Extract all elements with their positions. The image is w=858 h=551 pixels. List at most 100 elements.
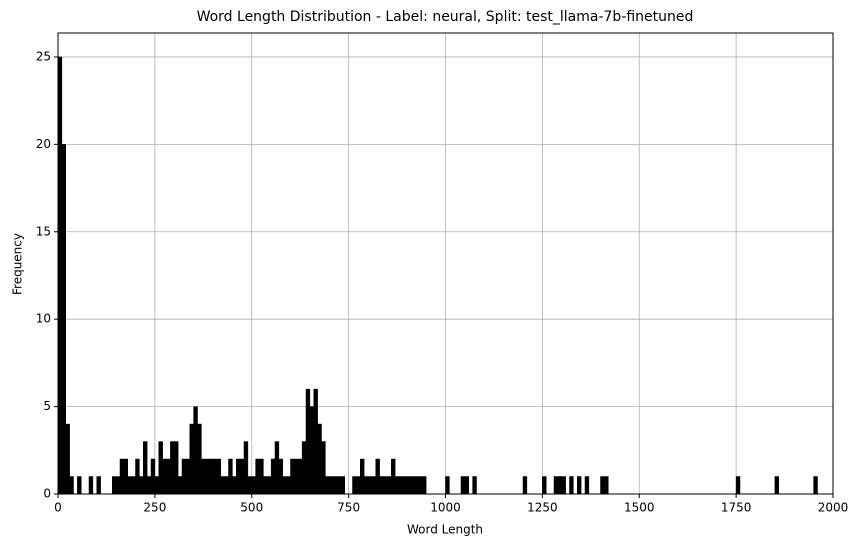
bar <box>69 476 74 495</box>
bar <box>561 476 566 495</box>
bar <box>298 458 303 495</box>
bar <box>170 441 175 495</box>
plot-frame <box>57 32 834 495</box>
bar <box>402 476 407 495</box>
bar <box>577 476 582 495</box>
x-tick-label: 1250 <box>527 501 558 515</box>
bar <box>313 388 318 495</box>
bar <box>321 441 326 495</box>
bar <box>325 476 330 495</box>
bar <box>604 476 609 495</box>
bar <box>522 476 528 495</box>
bar <box>553 476 559 495</box>
bar <box>115 476 121 495</box>
bar <box>267 476 272 495</box>
x-tick-label: 750 <box>337 501 360 515</box>
bar <box>274 441 280 495</box>
y-axis-label: Frequency <box>11 233 25 295</box>
bar <box>332 476 338 495</box>
bar <box>387 476 392 495</box>
bar <box>336 476 342 495</box>
bar <box>383 476 388 495</box>
bar <box>212 458 218 495</box>
bar <box>600 476 605 495</box>
bar <box>88 476 94 495</box>
x-tick-label: 0 <box>54 501 62 515</box>
x-axis-label: Word Length <box>407 523 483 537</box>
bar <box>774 476 779 495</box>
x-tick-label: 250 <box>143 501 166 515</box>
bar <box>139 476 144 495</box>
bar <box>220 476 225 495</box>
bar <box>329 476 334 495</box>
x-tick-label: 1000 <box>430 501 461 515</box>
chart-title: Word Length Distribution - Label: neural… <box>197 9 694 25</box>
bar <box>422 476 427 495</box>
bar <box>127 476 132 495</box>
bar <box>251 476 256 495</box>
bar <box>174 441 179 495</box>
y-tick-label: 15 <box>36 224 51 238</box>
bar <box>123 458 128 495</box>
bar <box>542 476 547 495</box>
bar <box>135 458 140 495</box>
bar <box>57 56 63 495</box>
bar <box>472 476 477 495</box>
bar <box>735 476 741 495</box>
bar <box>61 144 66 495</box>
bar <box>65 423 70 495</box>
bar <box>290 458 295 495</box>
bar <box>177 476 183 495</box>
bar <box>243 441 249 495</box>
bar <box>162 458 167 495</box>
y-tick-label: 0 <box>43 487 51 501</box>
bar <box>584 476 590 495</box>
bar <box>352 476 357 495</box>
bar <box>278 458 283 495</box>
bar <box>410 476 415 495</box>
bar <box>317 423 322 495</box>
bar <box>259 458 264 495</box>
bar <box>367 476 373 495</box>
bar <box>414 476 419 495</box>
bar <box>557 476 562 495</box>
x-tick-label: 2000 <box>818 501 849 515</box>
bar <box>406 476 411 495</box>
bar <box>305 388 311 495</box>
bar <box>813 476 818 495</box>
bar <box>255 458 260 495</box>
y-tick-label: 10 <box>36 312 51 326</box>
bar <box>146 476 152 495</box>
bar <box>119 458 125 495</box>
y-tick-label: 20 <box>36 137 51 151</box>
bar <box>460 476 466 495</box>
x-tick-label: 500 <box>240 501 263 515</box>
bar <box>391 458 396 495</box>
bar <box>131 476 136 495</box>
bar <box>154 476 159 495</box>
bar <box>158 441 163 495</box>
bar <box>418 476 423 495</box>
bar <box>205 458 210 495</box>
bar <box>375 458 380 495</box>
bar <box>445 476 450 495</box>
bar <box>356 476 361 495</box>
bar <box>247 476 252 495</box>
bar <box>224 476 229 495</box>
bar <box>185 458 190 495</box>
bar <box>286 476 291 495</box>
bar <box>232 476 237 495</box>
x-tick-label: 1500 <box>624 501 655 515</box>
bar <box>309 406 314 495</box>
bar <box>263 476 268 495</box>
bar <box>189 423 194 495</box>
y-tick-label: 5 <box>43 399 51 413</box>
bar <box>464 476 469 495</box>
bar <box>143 441 148 495</box>
bar <box>228 458 233 495</box>
bar <box>193 406 198 495</box>
bar <box>270 458 276 495</box>
y-tick-label: 25 <box>36 49 51 63</box>
bar <box>360 458 365 495</box>
